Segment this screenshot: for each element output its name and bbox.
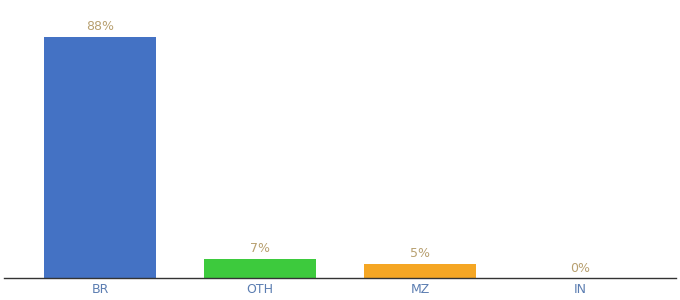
Bar	[364, 264, 476, 278]
Text: 0%: 0%	[570, 262, 590, 275]
Text: 7%: 7%	[250, 242, 270, 255]
Bar	[44, 37, 156, 278]
Text: 5%: 5%	[410, 247, 430, 260]
Text: 88%: 88%	[86, 20, 114, 33]
Bar	[204, 259, 316, 278]
